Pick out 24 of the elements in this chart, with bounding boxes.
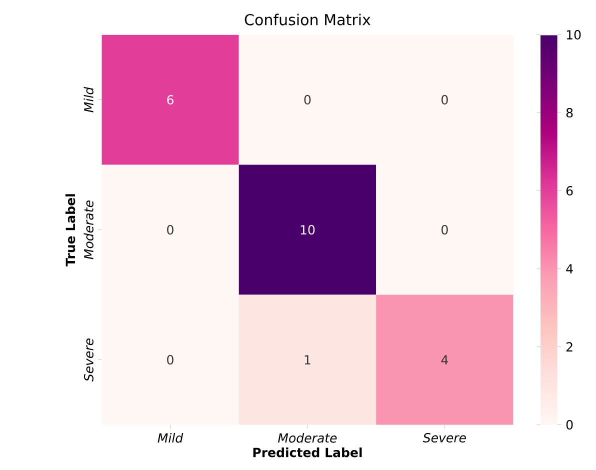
data-label: 0 [167,225,174,235]
data-label: 0 [167,355,174,365]
color-bar-label: 10 [566,30,581,40]
data-label: 0 [442,95,448,105]
y-tick-label: Severe [84,338,94,382]
data-label: 6 [167,95,174,105]
data-label: 0 [442,225,448,235]
x-axis-title: Predicted Label [253,448,362,458]
y-tick-label: Moderate [84,200,94,260]
y-tick-label: Mild [84,86,94,112]
chart-title: Confusion Matrix [244,14,370,26]
data-label: 1 [304,355,310,364]
color-bar-label: 8 [566,108,573,118]
data-label: 4 [441,355,448,364]
color-bar-label: 4 [566,264,573,274]
color-bar-label: 0 [566,420,573,430]
data-label: 0 [304,95,311,105]
data-label: 10 [300,225,315,235]
x-tick-label: Moderate [278,433,337,443]
y-axis-title: True Label [65,194,76,266]
color-bar-label: 6 [566,186,573,196]
x-tick-label: Severe [422,433,466,443]
x-tick-label: Mild [158,433,184,443]
color-bar-label: 2 [566,342,572,352]
